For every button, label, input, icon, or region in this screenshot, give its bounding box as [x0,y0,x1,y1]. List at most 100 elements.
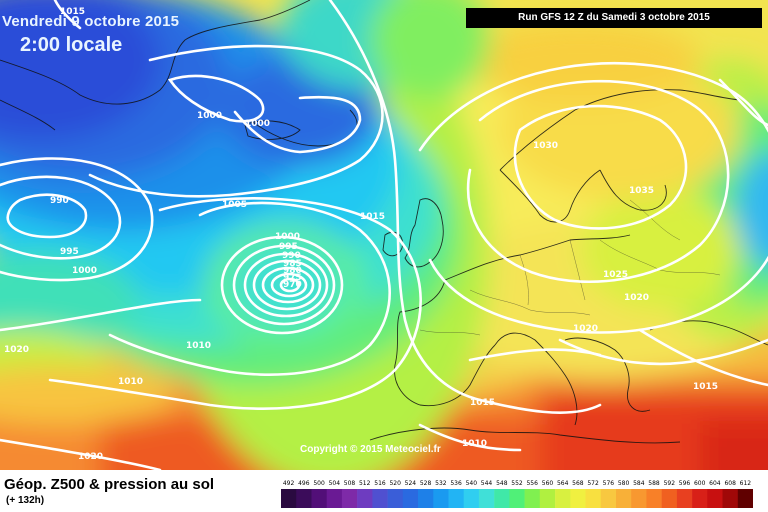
isobar-label: 1005 [222,200,247,210]
local-time: 2:00 locale [20,34,123,56]
scale-swatch [707,489,723,508]
forecast-map: 1015 1000 1000 990 995 1000 1005 1000 99… [0,0,768,470]
scale-label: 588 [648,480,660,487]
scale-label: 600 [694,480,706,487]
scale-swatch [494,489,510,508]
isobar-label: 1020 [4,345,29,355]
geopotential-field: 1015 1000 1000 990 995 1000 1005 1000 99… [0,0,768,470]
scale-label: 612 [740,480,752,487]
scale-swatch [372,489,388,508]
scale-label: 592 [664,480,676,487]
scale-swatch [448,489,464,508]
scale-label: 532 [435,480,447,487]
isobar-label: 1015 [470,398,495,408]
scale-swatch [311,489,327,508]
isobar-label: 1015 [360,212,385,222]
scale-swatch [722,489,738,508]
isobar-label: 1000 [72,266,97,276]
isobar-label: 1000 [245,119,270,129]
scale-swatch [737,489,753,508]
scale-label: 580 [618,480,630,487]
scale-swatch [616,489,632,508]
coastlines [0,0,768,444]
scale-label: 556 [526,480,538,487]
scale-swatch [539,489,556,508]
scale-label: 568 [572,480,584,487]
isobar-lines [0,0,768,470]
scale-label: 564 [557,480,569,487]
legend-title: Géop. Z500 & pression au sol [4,476,215,493]
scale-label: 584 [633,480,645,487]
scale-swatch [296,489,312,508]
scale-label: 548 [496,480,508,487]
scale-swatch [357,489,373,508]
isobar-label: 1020 [624,293,649,303]
isobar-label: 1020 [573,324,598,334]
scale-swatch [402,489,419,508]
scale-label: 528 [420,480,432,487]
forecast-range: (+ 132h) [6,495,45,506]
scale-swatch [478,489,495,508]
isobar-label: 980 [283,266,302,276]
isobar-label: 995 [60,247,79,257]
isobar-label: 1000 [197,111,222,121]
scale-label: 604 [709,480,721,487]
scale-label: 524 [405,480,417,487]
isobar-label: 1000 [275,232,300,242]
scale-swatch [646,489,662,508]
run-info-banner: Run GFS 12 Z du Samedi 3 octobre 2015 [466,8,762,28]
isobar-labels: 1015 1000 1000 990 995 1000 1005 1000 99… [4,7,718,462]
isobar-label: 1015 [60,7,85,17]
scale-swatch [387,489,404,508]
scale-swatch [341,489,358,508]
isobar-label: 995 [279,242,298,252]
isobar-label: 1010 [462,439,487,449]
isobar-label: 1010 [186,341,211,351]
scale-swatch [433,489,449,508]
color-scale: 492 496 500 504 508 512 516 520 524 528 532 536 540 5… [281,480,753,508]
scale-label: 508 [344,480,356,487]
scale-label: 576 [603,480,615,487]
scale-label: 512 [359,480,371,487]
scale-label: 492 [283,480,295,487]
isobar-label: 1015 [693,382,718,392]
copyright-notice: Copyright © 2015 Meteociel.fr [300,444,441,455]
scale-swatch [418,489,434,508]
isobar-label: 1030 [533,141,558,151]
isobar-label: 975 [283,273,302,283]
scale-swatch [600,489,617,508]
scale-swatch [509,489,525,508]
scale-swatch [661,489,678,508]
scale-label: 552 [511,480,523,487]
isobar-label: 970 [283,280,302,290]
scale-label: 608 [724,480,736,487]
scale-label: 572 [587,480,599,487]
scale-label: 544 [481,480,493,487]
scale-swatch [326,489,343,508]
scale-swatch [692,489,708,508]
scale-label: 496 [298,480,310,487]
legend-footer: Géop. Z500 & pression au sol (+ 132h) 49… [0,470,768,512]
valid-date: Vendredi 9 octobre 2015 [2,13,180,30]
scale-label: 596 [679,480,691,487]
scale-swatch [463,489,480,508]
scale-label: 520 [389,480,401,487]
scale-swatch [676,489,693,508]
isobar-label: 1010 [118,377,143,387]
isobar-label: 990 [282,251,301,261]
scale-label: 560 [542,480,554,487]
scale-label: 504 [329,480,341,487]
scale-label: 536 [450,480,462,487]
scale-label: 500 [313,480,325,487]
scale-swatch [631,489,647,508]
scale-swatch [585,489,601,508]
scale-swatch [524,489,541,508]
isobar-label: 985 [283,259,302,269]
scale-swatch [570,489,586,508]
scale-label: 540 [466,480,478,487]
scale-label: 516 [374,480,386,487]
isobar-label: 1025 [603,270,628,280]
isobar-label: 1020 [78,452,103,462]
isobar-label: 990 [50,196,69,206]
